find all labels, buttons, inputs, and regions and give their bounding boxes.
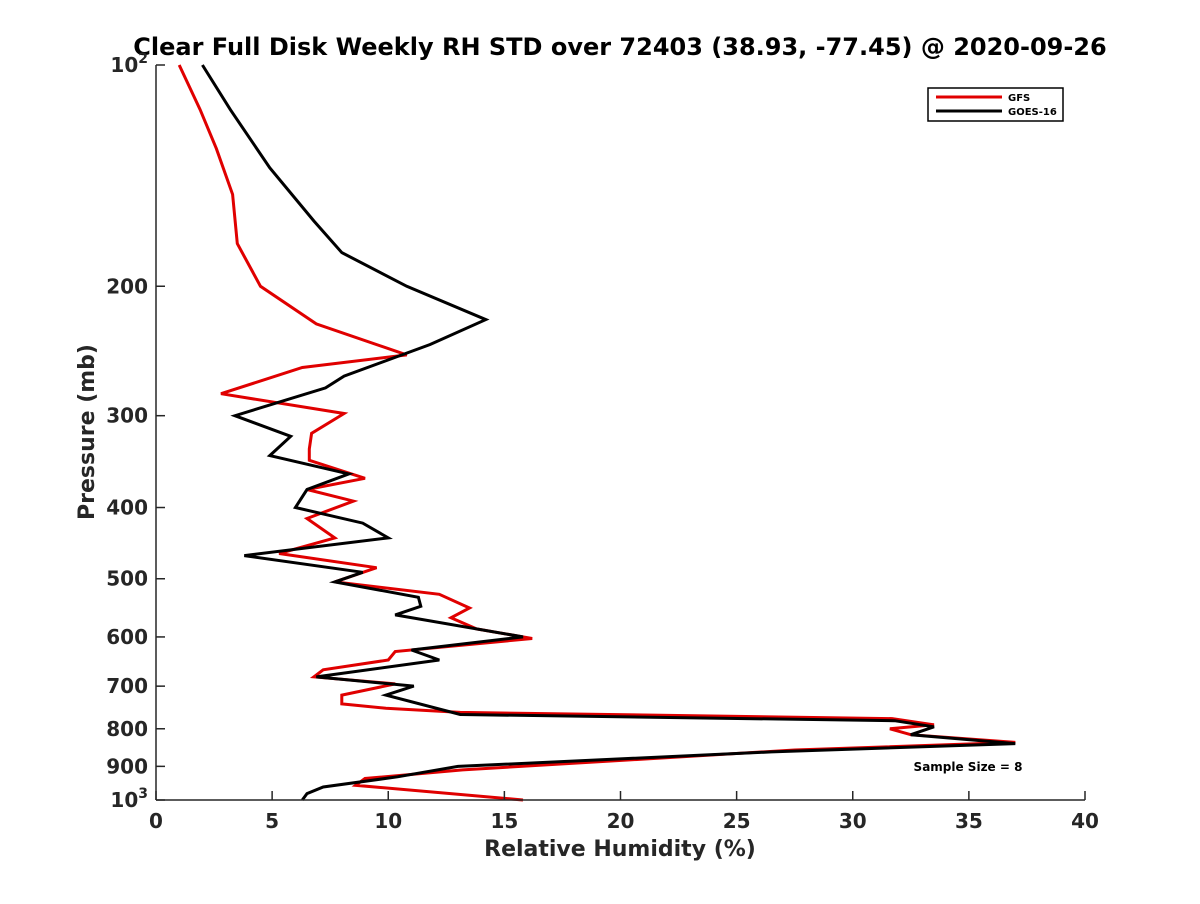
y-axis-label: Pressure (mb): [75, 344, 100, 520]
y-tick-label: 102: [110, 51, 148, 77]
legend-box: [927, 87, 1064, 122]
x-axis-label: Relative Humidity (%): [484, 837, 756, 862]
x-tick-label: 5: [265, 809, 279, 833]
x-tick-label: 10: [374, 809, 402, 833]
y-tick-label: 800: [106, 717, 148, 741]
legend: GFS GOES-16: [927, 87, 1064, 122]
chart-title: Clear Full Disk Weekly RH STD over 72403…: [133, 33, 1106, 61]
y-tick-label: 600: [106, 625, 148, 649]
series-line-gfs: [177, 64, 1016, 802]
x-tick-label: 25: [723, 809, 751, 833]
y-tick-label: 500: [106, 567, 148, 591]
x-tick-label: 15: [490, 809, 518, 833]
sample-size-annotation: Sample Size = 8: [914, 760, 1023, 774]
y-tick-label: 700: [106, 674, 148, 698]
plot-series-group: [177, 64, 1016, 802]
x-tick-label: 40: [1071, 809, 1099, 833]
y-tick-label: 300: [106, 404, 148, 428]
x-tick-label: 0: [149, 809, 163, 833]
y-tick-label: 103: [110, 786, 148, 812]
x-tick-label: 20: [607, 809, 635, 833]
y-tick-label: 400: [106, 496, 148, 520]
axes-group: 0 5 10 15 20 25 30 35 40 102 200 300 400 500 600 700 800…: [106, 51, 1099, 833]
legend-label-gfs: GFS: [1008, 93, 1030, 104]
series-line-goes-16: [201, 64, 1016, 801]
y-tick-label: 200: [106, 274, 148, 298]
x-tick-label: 35: [955, 809, 983, 833]
x-tick-label: 30: [839, 809, 867, 833]
y-tick-label: 900: [106, 754, 148, 778]
legend-label-goes-16: GOES-16: [1008, 107, 1057, 118]
